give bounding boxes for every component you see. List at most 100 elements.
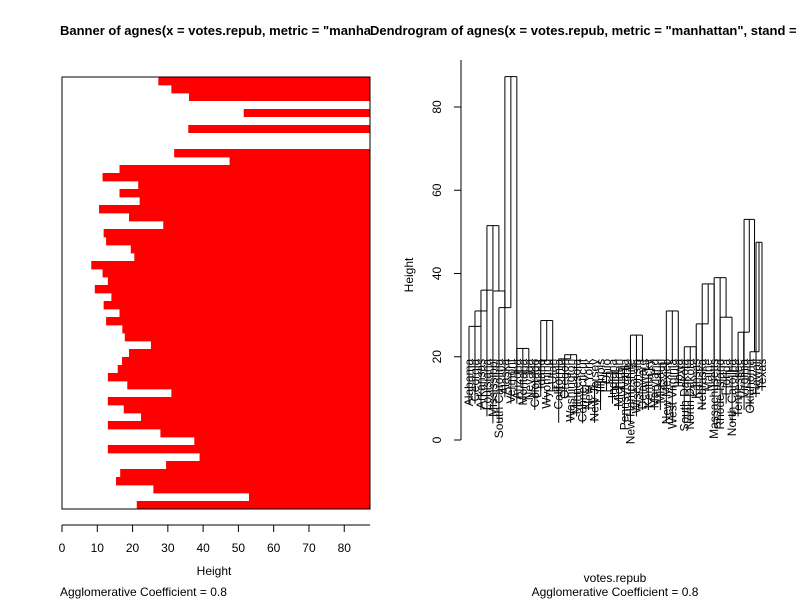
dendrogram-leaf-label: Massachusetts [707,359,721,439]
dendrogram-leaf-label: Arkansas [474,359,488,409]
dendrogram-leaf-labels: AlabamaGeorgiaArkansasLouisianaMississip… [462,358,769,444]
dendrogram-leaf-label: Illinois [594,359,608,392]
dendrogram-leaf-label: New Hampshire [623,359,637,445]
banner-bar [171,389,370,398]
banner-bar [117,365,371,374]
dendrogram-leaf-label: Tennessee [731,359,745,417]
banner-tick-label: 40 [196,541,210,555]
banner-bar [199,453,370,462]
banner-bar [243,109,370,118]
dendrogram-leaf-label: Wisconsin [629,359,643,414]
dendrogram-leaf-label: New Jersey [588,359,602,422]
banner-bar [160,429,370,438]
dendrogram-leaf-label: Louisiana [480,359,494,411]
banner-bar [188,125,370,134]
banner-bar [122,325,370,334]
banner-gap [62,141,370,150]
dendrogram-leaf-label: Michigan [611,359,625,407]
dendrogram-leaf-label: Rhode Island [713,359,727,430]
banner-x-label: Height [197,564,232,578]
dendrogram-panel: Dendrogram of agnes(x = votes.repub, met… [370,23,800,599]
banner-bar [103,229,370,238]
banner-bar [124,333,370,342]
banner-gap [62,117,370,126]
dendrogram-leaf-label: Missouri [653,359,667,404]
dendrogram-leaf-label: Ohio [600,359,614,385]
dendrogram-leaf-label: North Dakota [683,359,697,430]
banner-bar [119,189,370,198]
banner-bar [150,341,370,350]
dendrogram-leaf-label: Delaware [635,359,649,410]
banner-bar [94,285,370,294]
banner-bar [166,461,370,470]
dendrogram-leaf-label: Mississippi [486,359,500,417]
dendrogram-tick-label: 80 [430,100,444,114]
dendrogram-y-ticks: 0 20 40 60 80 [430,100,461,443]
banner-tick-label: 80 [338,541,352,555]
banner-bar [158,77,370,86]
dendrogram-title: Dendrogram of agnes(x = votes.repub, met… [370,23,800,38]
banner-bar [229,157,370,166]
dendrogram-leaf-label: Texas [755,359,769,390]
banner-bar [138,181,370,190]
dendrogram-leaf-label: Connecticut [576,358,590,422]
banner-bar [120,469,371,478]
dendrogram-leaf-label: North Carolina [725,359,739,437]
banner-bar [141,413,370,422]
dendrogram-tick-label: 40 [430,267,444,281]
dendrogram-leaf-label: Washington [564,359,578,422]
banner-bar [189,93,370,102]
dendrogram-leaf-label: New Mexico [659,359,673,425]
banner-bar [91,261,370,270]
dendrogram-tick-label: 60 [430,183,444,197]
dendrogram-footer: Agglomerative Coefficient = 0.8 [532,585,699,599]
banner-bar [99,205,370,214]
banner-gap [62,101,370,110]
panel-mask [370,0,800,600]
banner-bar [153,485,370,494]
dendrogram-leaf-label: Montana [516,359,530,406]
banner-bar [136,501,370,510]
banner-bar [111,293,370,302]
banner-bar [123,405,371,414]
dendrogram-leaf-label: Virginia [737,359,751,399]
dendrogram-leaf-label: Wyoming [540,359,554,409]
dendrogram-leaf-label: Nebraska [695,359,709,411]
banner-bar [102,173,370,182]
banner-bar [171,85,370,94]
dendrogram-tick-label: 20 [430,350,444,364]
dendrogram-leaf-label: Colorado [528,359,542,408]
banner-panel: Banner of agnes(x = votes.repub, metric … [59,23,498,599]
banner-bar [248,493,370,502]
banner-bar [119,165,370,174]
banner-bar [119,309,370,318]
dendrogram-tick-label: 0 [430,436,444,443]
banner-bar [139,197,370,206]
dendrogram-leaf-label: Minnesota [570,359,584,415]
banner-bar [106,237,370,246]
banner-bar [107,277,371,286]
dendrogram-leaf-label: Oregon [558,359,572,399]
dendrogram-leaf-label: Georgia [468,359,482,402]
dendrogram-leaf-label: Oklahoma [743,359,757,414]
dendrogram-leaf-label: South Dakota [677,359,691,432]
banner-tick-label: 70 [302,541,316,555]
banner-bar [163,221,370,230]
banner-tick-label: 30 [161,541,175,555]
banner-frame [61,76,371,510]
dendrogram-y-label: Height [402,257,416,292]
dendrogram-leaf-label: Kansas [689,359,703,399]
dendrogram-leaf-label: West Virginia [665,359,679,430]
banner-bar [107,373,371,382]
banner-bar [174,149,370,158]
dendrogram-leaf-label: Vermont [504,358,518,403]
dendrogram-leaf-label: Hawaii [749,359,763,395]
banner-x-ticks: 0 10 20 30 40 50 60 70 80 [59,525,352,555]
banner-bar [107,397,371,406]
banner-bar [107,445,371,454]
dendrogram-tree [468,76,763,424]
dendrogram-leaf-label: Utah [546,359,560,384]
banner-gap [62,133,370,142]
dendrogram-leaf-label: Kentucky [641,359,655,408]
